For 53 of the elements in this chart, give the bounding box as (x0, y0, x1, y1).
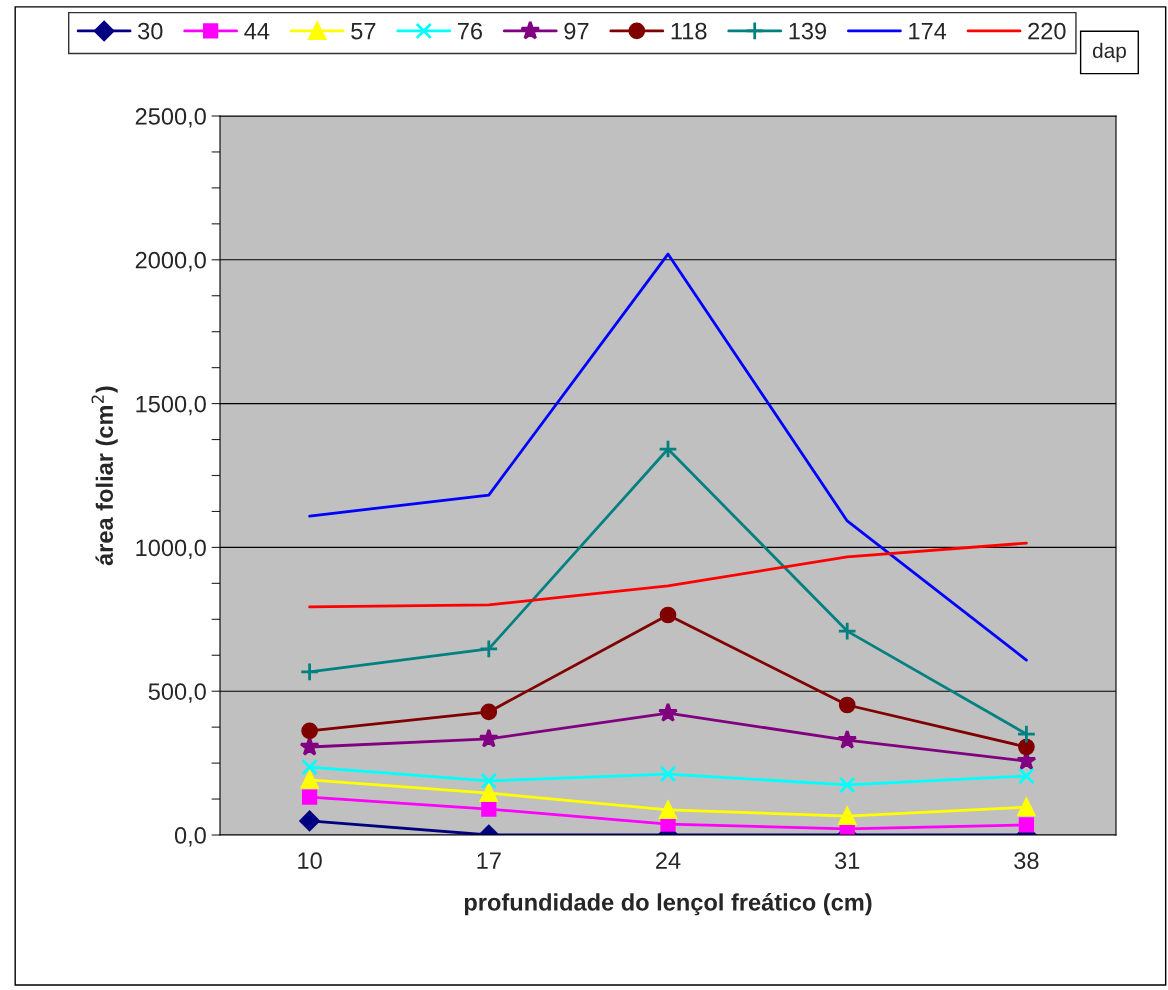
point (480, 703, 498, 721)
point (299, 736, 320, 756)
x-tick-label: 31 (834, 852, 860, 870)
legend-label: 220 (1028, 22, 1066, 40)
point (1018, 817, 1035, 833)
point (479, 783, 498, 803)
legend-label: 30 (138, 22, 163, 40)
point (837, 729, 858, 749)
point (301, 789, 318, 805)
point (1017, 798, 1036, 817)
y-tick-label: 2500,0 (135, 108, 206, 128)
point (480, 772, 498, 790)
legend-label: 97 (564, 22, 589, 40)
legend-label: 57 (351, 22, 376, 40)
point (481, 801, 497, 817)
y-axis-title: área foliar (cm$^{2}$) (91, 386, 118, 566)
point (478, 728, 499, 748)
legend-label: 76 (457, 22, 482, 40)
point (1016, 724, 1037, 744)
x-tick-label: 24 (656, 852, 681, 869)
point (301, 722, 318, 740)
point (659, 765, 677, 783)
point (658, 702, 678, 722)
legend-title: dap (1092, 42, 1126, 63)
point (301, 758, 318, 776)
x-tick-label: 10 (298, 852, 322, 870)
x-tick-label: 38 (1014, 852, 1039, 870)
point (658, 800, 678, 820)
legend-label: 44 (244, 22, 270, 40)
y-tick-label: 2000,0 (135, 251, 206, 272)
point (300, 770, 319, 789)
point (837, 621, 857, 641)
point (299, 662, 320, 682)
point (838, 806, 857, 826)
y-tick-label: 1000,0 (136, 539, 206, 559)
point (659, 606, 677, 624)
y-tick-label: 1500,0 (136, 395, 206, 416)
x-axis-title: profundidade do lençol freático (cm) (464, 893, 872, 916)
y-tick-label: 0,0 (174, 827, 206, 847)
point (838, 696, 856, 714)
legend-label: 174 (909, 22, 947, 40)
line-series (308, 541, 1028, 609)
legend-label: 118 (671, 22, 707, 40)
x-tick-label: 17 (477, 852, 501, 869)
point (299, 810, 320, 832)
y-tick-label: 500,0 (148, 683, 206, 703)
line-series (308, 252, 1028, 662)
point (1018, 738, 1035, 756)
legend-label: 139 (789, 22, 827, 40)
point (479, 639, 499, 659)
point (658, 439, 678, 459)
point (838, 776, 856, 794)
point (1018, 767, 1035, 785)
